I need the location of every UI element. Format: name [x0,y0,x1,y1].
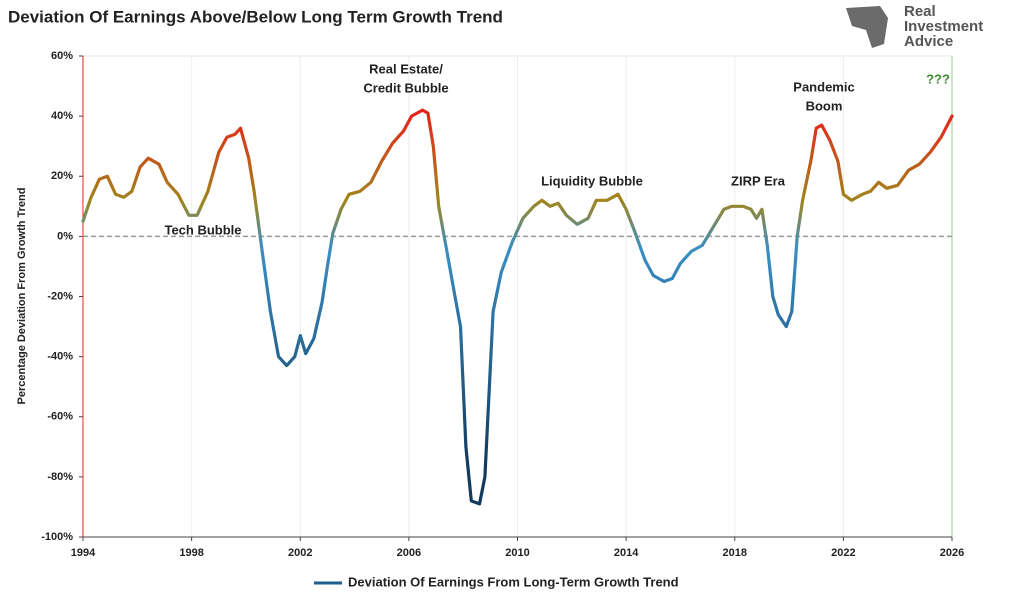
logo-text: Investment [904,18,983,35]
logo-icon [846,6,888,48]
data-line [81,108,954,506]
annotation: Pandemic [793,79,854,94]
x-tick-label: 2002 [288,547,312,559]
x-tick-label: 1998 [179,547,203,559]
legend-label: Deviation Of Earnings From Long-Term Gro… [348,574,679,589]
annotation: ZIRP Era [731,173,786,188]
x-tick-label: 2026 [940,547,964,559]
y-tick-label: 20% [51,170,73,182]
annotation: Credit Bubble [363,80,448,95]
y-tick-label: 60% [51,50,73,62]
y-tick-label: -100% [41,531,73,543]
annotation: ??? [926,71,950,86]
x-tick-label: 2006 [397,547,421,559]
logo-text: Advice [904,33,953,50]
x-tick-label: 2022 [831,547,855,559]
x-tick-label: 2018 [723,547,747,559]
y-tick-label: -40% [47,351,73,363]
annotation: Liquidity Bubble [541,173,643,188]
x-tick-label: 1994 [71,547,96,559]
y-tick-label: -80% [47,471,73,483]
y-tick-label: -60% [47,411,73,423]
annotation: Real Estate/ [369,61,443,76]
x-tick-label: 2010 [505,547,529,559]
y-tick-label: -20% [47,290,73,302]
annotation: Boom [806,98,843,113]
chart-title: Deviation Of Earnings Above/Below Long T… [8,7,503,26]
y-tick-label: 40% [51,110,73,122]
x-tick-label: 2014 [614,547,639,559]
y-axis-label: Percentage Deviation From Growth Trend [16,188,28,405]
annotation: Tech Bubble [164,222,241,237]
logo-text: Real [904,3,936,20]
logo: Real Investment Advice [846,3,983,50]
y-tick-label: 0% [57,230,73,242]
